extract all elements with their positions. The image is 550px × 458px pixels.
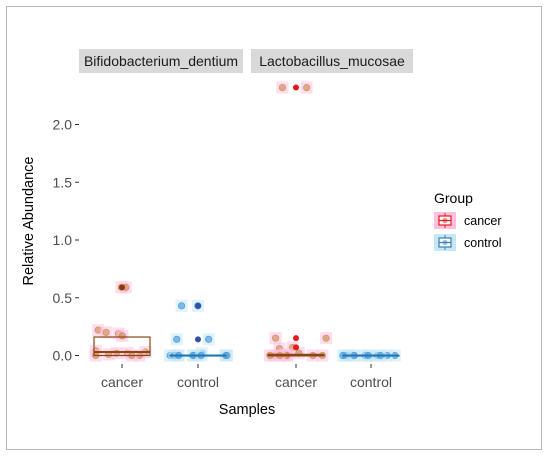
legend: Group cancer control [434,190,502,251]
x-tick-label: cancer [101,374,143,390]
legend-key-point [442,217,448,224]
y-tick-label: 1.5 [53,174,73,190]
outlier-point [195,336,201,343]
outlier-point [293,335,299,342]
legend-label: control [464,236,502,250]
outlier-point [119,284,125,291]
data-point [205,335,213,343]
data-point [177,302,186,310]
data-point [118,332,126,340]
y-tick-label: 0.5 [53,290,73,306]
x-tick-label: control [177,374,219,390]
outlier-point [293,84,299,91]
facet-label: Bifidobacterium_dentium [84,53,238,69]
y-tick-label: 0.0 [53,348,73,364]
y-axis-title: Relative Abundance [21,157,37,286]
facet-strip [251,49,413,73]
facet-panel [263,81,401,362]
data-point [271,334,280,342]
outlier-point [195,302,201,309]
facet-panel [89,281,234,362]
box [93,336,151,357]
legend-label: cancer [464,214,502,228]
y-tick-label: 1.0 [53,232,73,248]
legend-key-point [442,239,448,246]
legend-title: Group [434,190,473,206]
outlier-point [293,344,299,351]
data-point [173,335,181,343]
x-tick-label: cancer [275,374,317,390]
data-point [102,328,110,337]
x-axis-title: Samples [219,402,275,418]
facet-strip [79,49,243,73]
data-point [278,83,287,92]
y-tick-label: 2.0 [53,117,73,133]
data-point [303,83,311,92]
facet-label: Lactobacillus_mucosae [259,53,405,69]
x-tick-label: control [350,374,392,390]
data-point [322,334,330,342]
